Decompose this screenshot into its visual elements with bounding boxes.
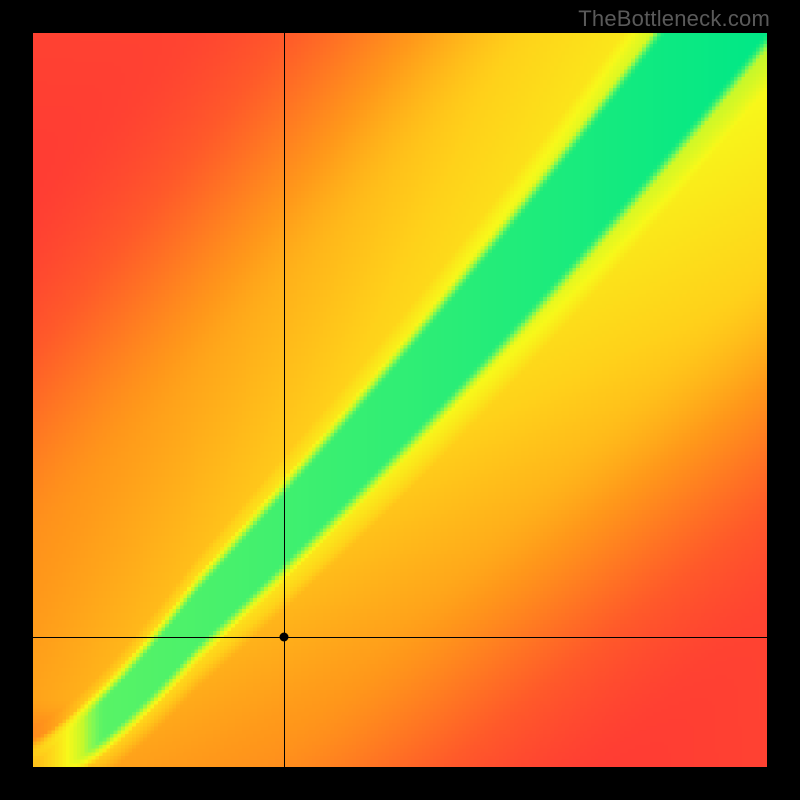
crosshair-marker — [280, 633, 289, 642]
chart-container: TheBottleneck.com — [0, 0, 800, 800]
crosshair-vertical — [284, 33, 285, 767]
bottleneck-heatmap — [33, 33, 767, 767]
crosshair-horizontal — [33, 637, 767, 638]
watermark-text: TheBottleneck.com — [578, 6, 770, 32]
